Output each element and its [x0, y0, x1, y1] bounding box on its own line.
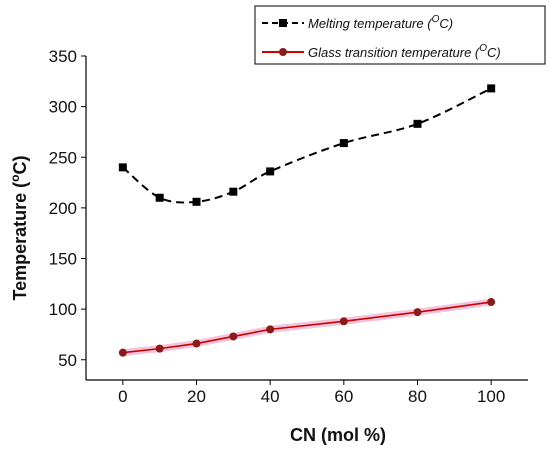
- legend-box: [254, 5, 546, 65]
- data-point-glass: [192, 339, 201, 348]
- data-point-glass: [155, 344, 164, 353]
- legend-label-glass: Glass transition temperature (OC): [308, 43, 501, 60]
- x-tick-label: 60: [334, 387, 353, 406]
- plot-frame: [85, 56, 528, 381]
- x-tick-label: 0: [118, 387, 127, 406]
- series-line-glass: [122, 301, 492, 354]
- legend-label-melting-main: Melting temperature (: [308, 16, 433, 31]
- data-point-glass: [229, 332, 238, 341]
- axis-ticks: 0 20 40 60 80 100 50 100 150 200 250 300 350: [49, 47, 506, 406]
- y-tick-label: 300: [49, 98, 77, 117]
- y-tick-label: 150: [49, 250, 77, 269]
- x-tick-label: 100: [477, 387, 505, 406]
- y-axis-title: Temperature (oC): [8, 155, 30, 300]
- data-point-melting: [118, 163, 127, 172]
- y-axis-title-tail: C): [10, 155, 30, 174]
- y-tick-label: 200: [49, 199, 77, 218]
- data-point-melting: [266, 167, 275, 176]
- legend-label-glass-sup: O: [479, 43, 487, 54]
- series-line-melting: [122, 87, 492, 204]
- legend-label-melting-sup: O: [432, 14, 440, 25]
- data-point-melting: [155, 193, 164, 202]
- data-point-melting: [487, 84, 496, 93]
- legend: Melting temperature (OC) Glass transitio…: [254, 5, 546, 65]
- data-point-glass: [339, 317, 348, 326]
- legend-label-glass-tail: C): [487, 45, 501, 60]
- y-tick-label: 50: [58, 351, 77, 370]
- data-point-glass: [413, 308, 422, 317]
- y-tick-label: 250: [49, 148, 77, 167]
- y-tick-label: 350: [49, 47, 77, 66]
- series-layer: [118, 84, 496, 357]
- y-axis-title-main: Temperature (: [10, 182, 30, 301]
- data-point-glass: [118, 348, 127, 357]
- legend-label-glass-main: Glass transition temperature (: [308, 45, 481, 60]
- data-point-melting: [339, 139, 348, 148]
- y-axis-title-sup: o: [8, 174, 22, 181]
- legend-label-melting: Melting temperature (OC): [308, 14, 453, 31]
- data-point-melting: [229, 187, 238, 196]
- x-axis-title: CN (mol %): [290, 425, 386, 445]
- data-point-melting: [413, 119, 422, 128]
- data-point-melting: [192, 197, 201, 206]
- x-tick-label: 80: [408, 387, 427, 406]
- data-point-glass: [266, 325, 275, 334]
- x-tick-label: 20: [187, 387, 206, 406]
- data-point-glass: [487, 298, 496, 307]
- x-tick-label: 40: [261, 387, 280, 406]
- legend-marker-melting: [279, 19, 287, 27]
- legend-marker-glass: [279, 48, 287, 56]
- legend-label-melting-tail: C): [439, 16, 453, 31]
- y-tick-label: 100: [49, 300, 77, 319]
